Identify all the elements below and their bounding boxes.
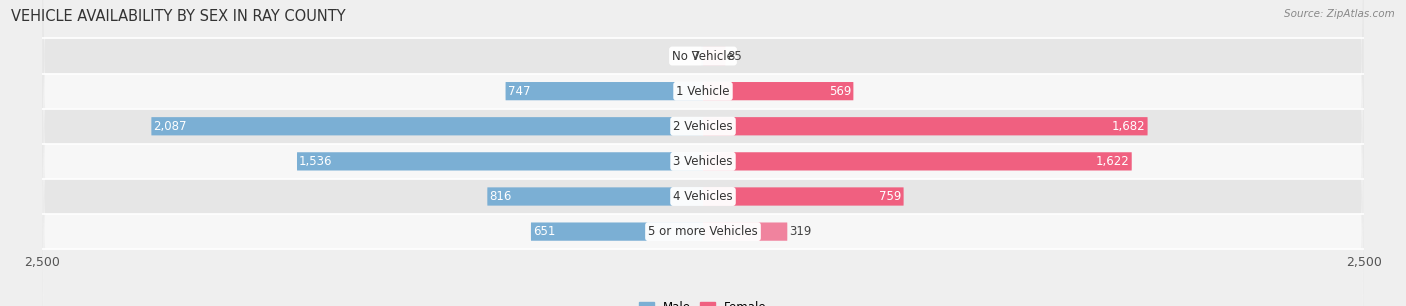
FancyBboxPatch shape bbox=[703, 152, 1132, 170]
FancyBboxPatch shape bbox=[152, 117, 703, 135]
FancyBboxPatch shape bbox=[42, 0, 1364, 306]
Text: 4 Vehicles: 4 Vehicles bbox=[673, 190, 733, 203]
Text: No Vehicle: No Vehicle bbox=[672, 50, 734, 62]
Text: 1,536: 1,536 bbox=[299, 155, 333, 168]
FancyBboxPatch shape bbox=[531, 222, 703, 241]
Text: 3 Vehicles: 3 Vehicles bbox=[673, 155, 733, 168]
FancyBboxPatch shape bbox=[42, 0, 1364, 306]
FancyBboxPatch shape bbox=[297, 152, 703, 170]
FancyBboxPatch shape bbox=[702, 47, 703, 65]
Text: 569: 569 bbox=[830, 85, 851, 98]
Text: 5 or more Vehicles: 5 or more Vehicles bbox=[648, 225, 758, 238]
Text: 816: 816 bbox=[489, 190, 512, 203]
Text: 2 Vehicles: 2 Vehicles bbox=[673, 120, 733, 133]
Text: VEHICLE AVAILABILITY BY SEX IN RAY COUNTY: VEHICLE AVAILABILITY BY SEX IN RAY COUNT… bbox=[11, 9, 346, 24]
FancyBboxPatch shape bbox=[703, 82, 853, 100]
FancyBboxPatch shape bbox=[506, 82, 703, 100]
Text: 7: 7 bbox=[692, 50, 699, 62]
FancyBboxPatch shape bbox=[703, 47, 725, 65]
FancyBboxPatch shape bbox=[42, 0, 1364, 306]
FancyBboxPatch shape bbox=[42, 0, 1364, 306]
Text: 1 Vehicle: 1 Vehicle bbox=[676, 85, 730, 98]
Text: 2,087: 2,087 bbox=[153, 120, 187, 133]
FancyBboxPatch shape bbox=[703, 187, 904, 206]
Text: Source: ZipAtlas.com: Source: ZipAtlas.com bbox=[1284, 9, 1395, 19]
FancyBboxPatch shape bbox=[42, 0, 1364, 306]
Text: 1,682: 1,682 bbox=[1112, 120, 1146, 133]
FancyBboxPatch shape bbox=[703, 117, 1147, 135]
FancyBboxPatch shape bbox=[703, 222, 787, 241]
Text: 85: 85 bbox=[727, 50, 742, 62]
Legend: Male, Female: Male, Female bbox=[640, 300, 766, 306]
Text: 1,622: 1,622 bbox=[1095, 155, 1129, 168]
Text: 651: 651 bbox=[533, 225, 555, 238]
Text: 759: 759 bbox=[879, 190, 901, 203]
Text: 319: 319 bbox=[789, 225, 811, 238]
Text: 747: 747 bbox=[508, 85, 530, 98]
FancyBboxPatch shape bbox=[42, 0, 1364, 306]
FancyBboxPatch shape bbox=[488, 187, 703, 206]
